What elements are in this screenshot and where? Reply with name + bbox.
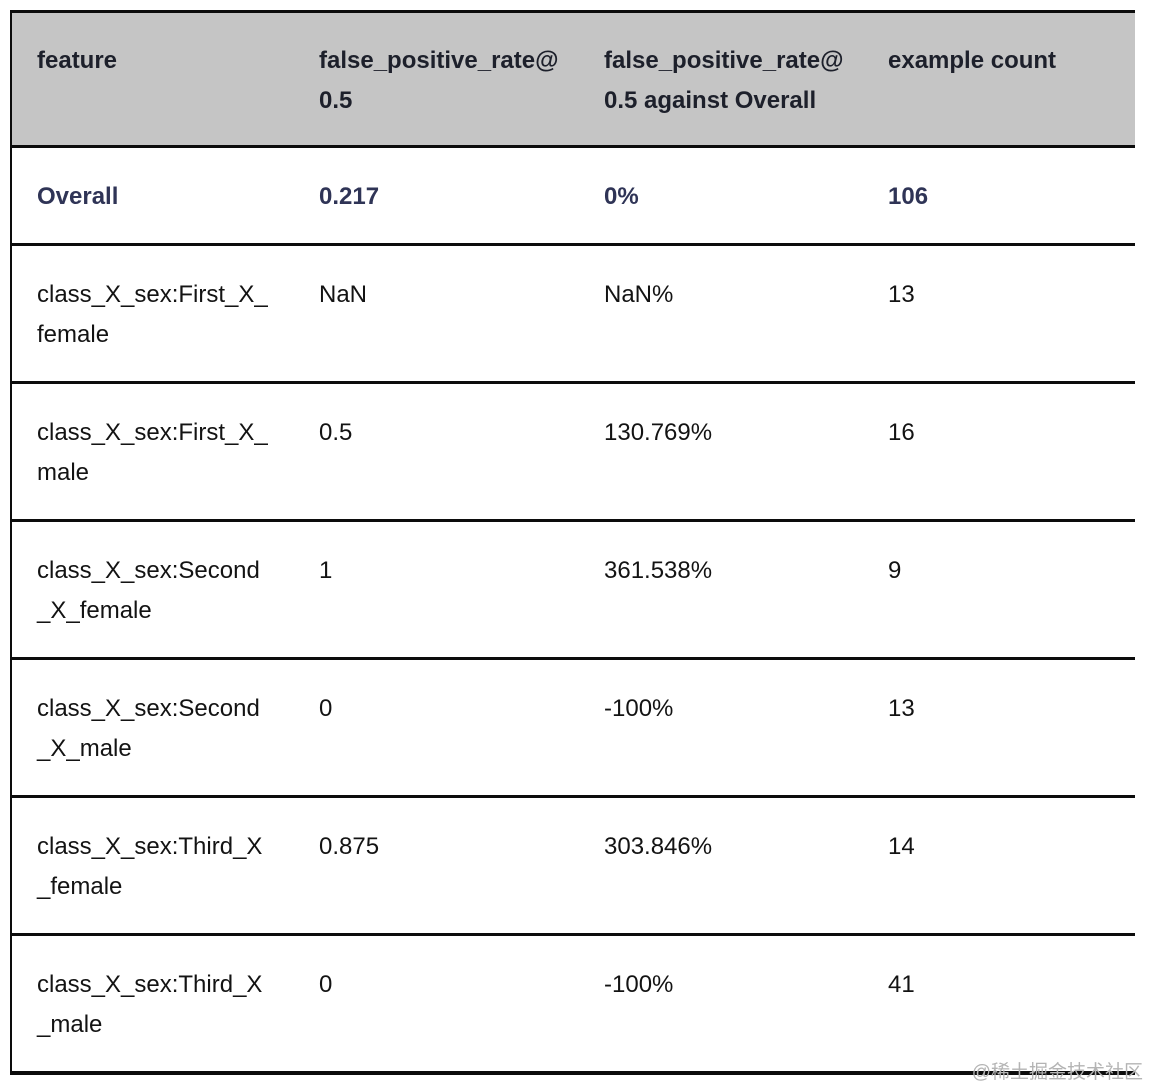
header-cell-feature: feature	[37, 47, 118, 74]
cell-feature: class_X_sex:Third_X _female	[37, 833, 263, 900]
cell-fpr: 0.875	[319, 833, 380, 860]
cell-example-count: 13	[888, 281, 915, 308]
cell-fpr-vs-overall: 0%	[604, 183, 639, 210]
cell-feature: Overall	[37, 183, 119, 210]
cell-fpr-vs-overall: 130.769%	[604, 419, 713, 446]
table-row-overall: Overall 0.217 0% 106	[12, 148, 1135, 246]
cell-example-count: 14	[888, 833, 915, 860]
cell-feature: class_X_sex:Second _X_male	[37, 695, 260, 762]
watermark: @稀土掘金技术社区	[971, 1062, 1143, 1083]
cell-fpr-vs-overall: 361.538%	[604, 557, 713, 584]
cell-fpr: 0.217	[319, 183, 380, 210]
cell-feature: class_X_sex:First_X_ female	[37, 281, 268, 348]
table-header-row: feature false_positive_rate@ 0.5 false_p…	[12, 13, 1135, 148]
header-cell-false-positive-rate-against-overall: false_positive_rate@ 0.5 against Overall	[604, 47, 844, 114]
cell-example-count: 13	[888, 695, 915, 722]
cell-fpr-vs-overall: NaN%	[604, 281, 674, 308]
cell-fpr: 0	[319, 971, 333, 998]
table-row: class_X_sex:Second _X_male 0 -100% 13	[12, 660, 1135, 798]
cell-fpr-vs-overall: -100%	[604, 695, 674, 722]
cell-fpr: 0.5	[319, 419, 353, 446]
cell-example-count: 16	[888, 419, 915, 446]
cell-fpr: 1	[319, 557, 333, 584]
fairness-metrics-table: feature false_positive_rate@ 0.5 false_p…	[10, 10, 1135, 1075]
cell-example-count: 9	[888, 557, 902, 584]
cell-fpr: NaN	[319, 281, 368, 308]
table-row: class_X_sex:Third_X _male 0 -100% 41	[12, 936, 1135, 1071]
cell-example-count: 41	[888, 971, 915, 998]
header-cell-false-positive-rate: false_positive_rate@ 0.5	[319, 47, 559, 114]
cell-fpr-vs-overall: -100%	[604, 971, 674, 998]
cell-fpr-vs-overall: 303.846%	[604, 833, 713, 860]
cell-feature: class_X_sex:Second _X_female	[37, 557, 260, 624]
cell-feature: class_X_sex:Third_X _male	[37, 971, 263, 1038]
cell-feature: class_X_sex:First_X_ male	[37, 419, 268, 486]
cell-example-count: 106	[888, 183, 929, 210]
header-cell-example-count: example count	[888, 47, 1057, 74]
table-row: class_X_sex:Second _X_female 1 361.538% …	[12, 522, 1135, 660]
table-row: class_X_sex:First_X_ female NaN NaN% 13	[12, 246, 1135, 384]
table-row: class_X_sex:First_X_ male 0.5 130.769% 1…	[12, 384, 1135, 522]
cell-fpr: 0	[319, 695, 333, 722]
table-row: class_X_sex:Third_X _female 0.875 303.84…	[12, 798, 1135, 936]
